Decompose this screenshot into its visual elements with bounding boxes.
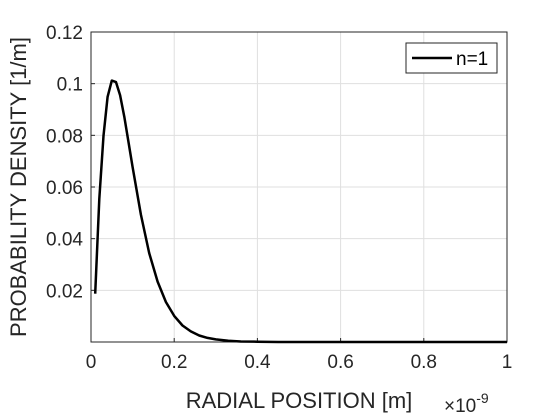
series-line xyxy=(93,79,507,344)
x-axis-exponent-base: ×10 xyxy=(444,396,476,417)
series-layer xyxy=(93,79,507,344)
y-tick-label: 0.04 xyxy=(46,230,83,251)
x-tick-label: 0 xyxy=(86,352,97,373)
y-tick-label: 0.08 xyxy=(46,126,83,147)
x-axis-label: RADIAL POSITION [m] xyxy=(186,388,413,413)
x-axis-exponent-power: -9 xyxy=(476,390,489,406)
x-tick-label: 1 xyxy=(502,352,513,373)
y-axis-label: PROBABILITY DENSITY [1/m] xyxy=(6,37,31,337)
y-tick-label: 0.12 xyxy=(46,23,83,44)
x-axis-exponent: ×10-9 xyxy=(444,390,489,417)
x-tick-label: 0.2 xyxy=(161,352,187,373)
x-tick-label: 0.6 xyxy=(327,352,353,373)
axis-ticks: 0 0.2 0.4 0.6 0.8 1 0.02 0.04 0.06 0.08 0.1 0.12 xyxy=(46,23,512,373)
y-tick-label: 0.06 xyxy=(46,178,83,199)
y-tick-label: 0.1 xyxy=(57,75,83,96)
grid xyxy=(90,31,508,342)
x-tick-label: 0.4 xyxy=(244,352,271,373)
x-tick-label: 0.8 xyxy=(411,352,437,373)
legend-label: n=1 xyxy=(456,49,488,70)
legend: n=1 xyxy=(405,42,498,74)
y-tick-label: 0.02 xyxy=(46,281,83,302)
